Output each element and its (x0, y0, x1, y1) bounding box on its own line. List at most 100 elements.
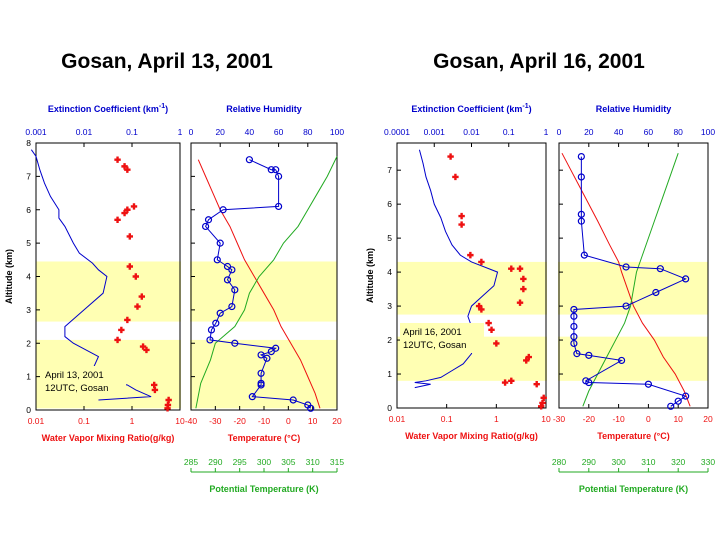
y-tick-label: 8 (26, 138, 31, 148)
right-panel-frame (558, 142, 709, 409)
potential-temperature-profile-line (582, 153, 679, 407)
temperature-tick-label: -10 (612, 414, 625, 424)
rh-point (272, 166, 280, 174)
mixing-ratio-point (478, 306, 485, 313)
extinction-axis-label: Extinction Coefficient (km-1) (411, 103, 531, 114)
rh-point (622, 302, 630, 310)
rh-profile-line (205, 159, 312, 409)
mixing-ratio-point (475, 302, 483, 310)
rh-point (204, 216, 213, 224)
theta-tick-label: 300 (257, 457, 271, 467)
mixing-ratio-point (165, 396, 172, 404)
rh-point (272, 344, 280, 352)
extinction-tick-label: 0.001 (424, 127, 446, 137)
mixing-ratio-point (525, 353, 532, 361)
rh-point (207, 326, 216, 334)
theta-tick-label: 285 (184, 457, 198, 467)
rh-point (257, 369, 265, 377)
extinction-profile-line (414, 149, 499, 389)
mixing-ratio-point (537, 403, 545, 410)
y-axis-label: Altitude (km) (4, 249, 14, 304)
mixing-ratio-point (134, 303, 141, 310)
temperature-profile-line (561, 152, 691, 407)
temperature-tick-label: -30 (553, 414, 566, 424)
mixing-ratio-point (458, 212, 465, 220)
theta-tick-label: 310 (641, 457, 655, 467)
rh-point (585, 351, 593, 359)
rh-point (644, 380, 653, 388)
chart-title-april16: Gosan, April 16, 2001 (433, 50, 645, 73)
y-tick-label: 4 (26, 272, 31, 282)
rh-point (267, 347, 275, 356)
y-tick-label: 3 (26, 305, 31, 315)
extinction-tick-label: 1 (178, 127, 183, 137)
temperature-axis-label: Temperature (°C) (597, 431, 669, 441)
temperature-tick-label: -20 (234, 416, 247, 426)
mixing-ratio-point (539, 399, 546, 407)
mixing-ratio-point (132, 273, 140, 280)
mixing-ratio-point (533, 381, 540, 388)
mixing-ratio-point (447, 153, 454, 160)
mixing-ratio-tick-label: 10 (175, 416, 185, 426)
rh-point (577, 173, 585, 181)
rh-point (257, 379, 265, 387)
rh-point (231, 286, 239, 294)
mixing-ratio-tick-label: 0.01 (389, 414, 406, 424)
mixing-ratio-point (458, 221, 465, 228)
rh-point (582, 377, 590, 385)
theta-tick-label: 320 (671, 457, 685, 467)
rh-point (570, 305, 578, 314)
y-tick-label: 6 (26, 205, 31, 215)
y-tick-label: 6 (387, 199, 392, 209)
rh-point (682, 392, 690, 400)
y-tick-label: 1 (387, 369, 392, 379)
annotation-line-station: 12UTC, Gosan (403, 340, 466, 351)
y-tick-label: 3 (387, 301, 392, 311)
y-axis-label: Altitude (km) (365, 248, 375, 303)
rh-point (228, 266, 236, 274)
rh-point (304, 401, 312, 409)
panel-gap (547, 141, 558, 410)
theta-tick-label: 295 (233, 457, 247, 467)
extinction-tick-label: 0.1 (126, 127, 138, 137)
rh-point (577, 217, 585, 225)
rh-tick-label: 80 (673, 127, 683, 137)
y-tick-label: 0 (387, 403, 392, 413)
rh-tick-label: 80 (303, 127, 313, 137)
rh-point (275, 202, 283, 211)
rh-point (245, 156, 253, 164)
y-tick-label: 5 (387, 233, 392, 243)
mixing-ratio-point (478, 258, 485, 266)
y-tick-label: 0 (26, 405, 31, 415)
extinction-tick-label: 0.01 (76, 127, 93, 137)
mixing-ratio-point (143, 346, 150, 354)
rh-point (275, 172, 283, 180)
panel-gap (181, 141, 190, 412)
temperature-tick-label: 10 (673, 414, 683, 424)
temperature-profile-line (197, 159, 321, 409)
rh-point (652, 288, 660, 297)
rh-tick-label: 100 (701, 127, 715, 137)
extinction-tick-label: 0.0001 (384, 127, 410, 137)
theta-tick-label: 315 (330, 457, 344, 467)
rh-point (216, 239, 224, 247)
rh-point (228, 302, 236, 311)
extinction-axis-label: Extinction Coefficient (km-1) (48, 103, 168, 114)
y-tick-label: 2 (387, 335, 392, 345)
rh-point (257, 351, 265, 359)
extinction-tick-label: 0.01 (463, 127, 480, 137)
rh-tick-label: 40 (245, 127, 255, 137)
theta-axis-label: Potential Temperature (K) (579, 484, 688, 494)
mixing-ratio-axis-label: Water Vapor Mixing Ratio(g/kg) (42, 433, 175, 443)
mixing-ratio-point (139, 343, 147, 350)
mixing-ratio-point (516, 299, 524, 306)
mixing-ratio-point (121, 163, 128, 170)
mixing-ratio-point (516, 265, 524, 272)
y-tick-label: 5 (26, 238, 31, 248)
rh-tick-label: 40 (614, 127, 624, 137)
rh-profile-line (573, 156, 687, 407)
rh-point (577, 152, 585, 161)
mixing-ratio-point (150, 381, 158, 389)
